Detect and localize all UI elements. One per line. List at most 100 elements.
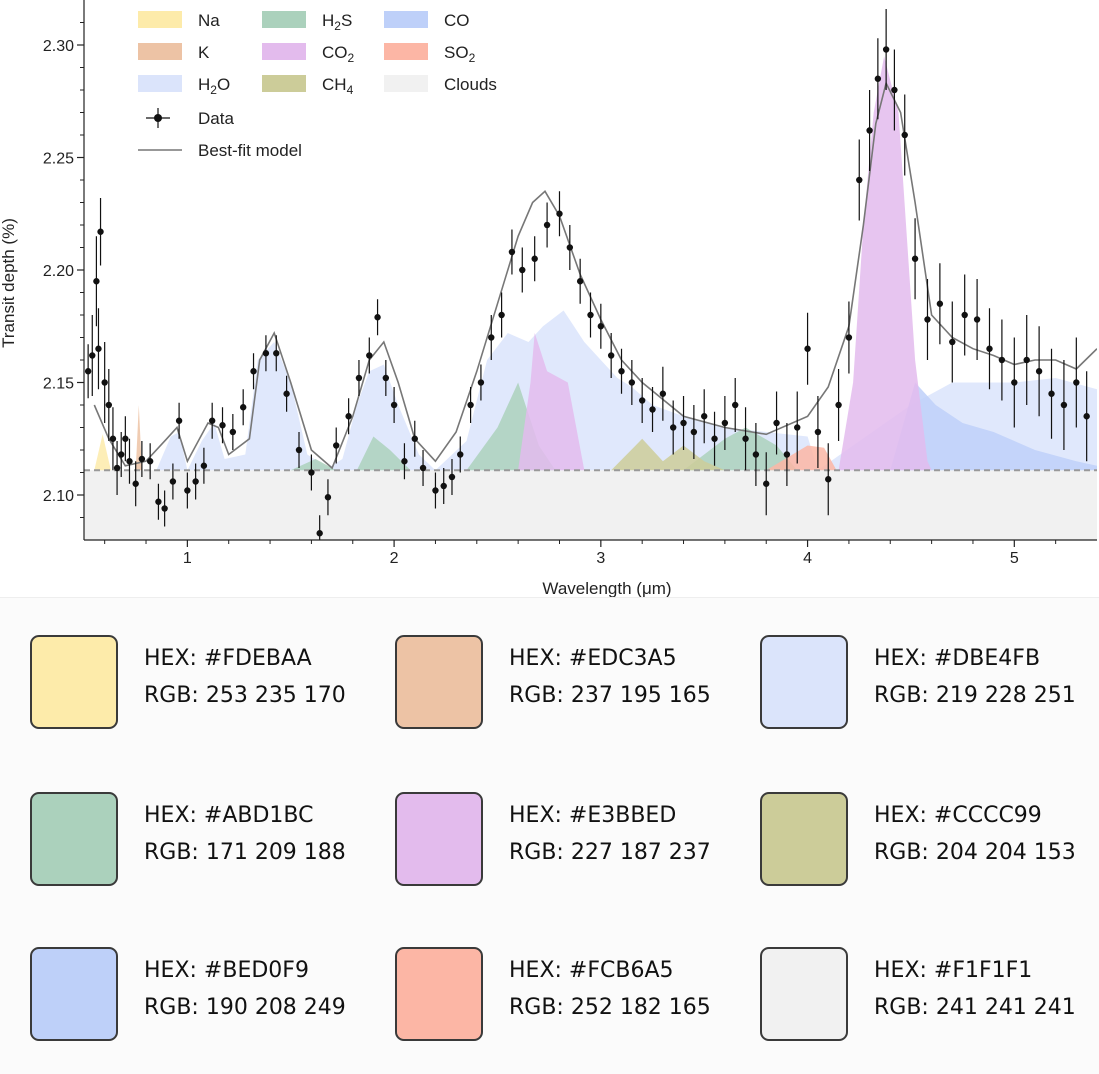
data-point (316, 515, 323, 540)
hex-value: HEX: #CCCC99 (874, 803, 1042, 828)
color-swatch (30, 635, 118, 729)
data-point (295, 432, 303, 468)
best-fit-model-line (93, 80, 1097, 470)
data-point (566, 225, 574, 270)
hex-value: HEX: #ABD1BC (144, 803, 314, 828)
data-point (891, 49, 898, 131)
data-point (924, 279, 931, 360)
data-point (467, 387, 474, 423)
data-point (597, 303, 605, 349)
legend-swatch (138, 11, 182, 28)
color-swatch-card: HEX: #CCCC99 RGB: 204 204 153 (730, 782, 1095, 892)
x-tick-label: 4 (803, 550, 812, 567)
y-tick-label: 2.30 (43, 38, 74, 55)
data-point (856, 139, 863, 221)
data-point (184, 472, 191, 509)
data-point (669, 400, 677, 455)
data-point (835, 369, 842, 441)
data-point (324, 479, 332, 516)
color-swatch-card: HEX: #DBE4FB RGB: 219 228 251 (730, 625, 1095, 735)
legend-label: SO2 (444, 43, 476, 65)
color-swatch (760, 947, 848, 1041)
data-point (680, 396, 687, 450)
data-point (448, 459, 456, 495)
data-point (607, 333, 615, 378)
legend: Na H2S CO K CO2 SO2 H2O CH4 Clouds Data Best-fit m… (138, 11, 497, 160)
legend-label: CH4 (322, 75, 354, 97)
component-na-area (94, 434, 111, 471)
legend-label: Data (198, 109, 234, 128)
data-point (122, 416, 129, 462)
data-point (95, 308, 102, 390)
y-axis-label: Transit depth (%) (0, 218, 18, 348)
data-point (208, 402, 216, 439)
color-swatch-card: HEX: #ABD1BC RGB: 171 209 188 (0, 782, 365, 892)
data-point (659, 366, 667, 421)
legend-swatch (384, 75, 428, 92)
clouds-area (84, 470, 1097, 540)
data-point (440, 468, 447, 504)
component-so2-area (766, 445, 837, 471)
data-point (333, 427, 340, 464)
data-point (1011, 337, 1018, 428)
data-point (882, 9, 890, 90)
rgb-value: RGB: 227 187 237 (509, 840, 711, 865)
data-point (711, 411, 718, 466)
data-point (508, 229, 516, 275)
rgb-value: RGB: 237 195 165 (509, 683, 711, 708)
data-point (118, 432, 125, 477)
data-point (1023, 315, 1030, 405)
data-point (1083, 371, 1090, 462)
data-point (732, 378, 739, 432)
legend-swatch (384, 11, 428, 28)
data-point (109, 407, 117, 471)
data-point (973, 279, 981, 360)
data-point (219, 407, 226, 444)
data-point (949, 301, 956, 383)
data-point (628, 360, 636, 405)
hex-value: HEX: #FDEBAA (144, 646, 312, 671)
data-point (105, 369, 113, 441)
hex-value: HEX: #FCB6A5 (509, 958, 674, 983)
legend-label: K (198, 43, 210, 62)
color-swatch-card: HEX: #EDC3A5 RGB: 237 195 165 (365, 625, 730, 735)
data-point (355, 360, 363, 396)
data-point (721, 396, 729, 450)
data-point (998, 319, 1006, 401)
data-point (874, 38, 882, 120)
y-tick-label: 2.15 (43, 376, 74, 393)
data-point (113, 441, 121, 495)
data-point (690, 405, 698, 459)
hex-value: HEX: #E3BBED (509, 803, 677, 828)
data-point (239, 389, 247, 426)
legend-label: CO (444, 11, 470, 30)
color-swatch-card: HEX: #FDEBAA RGB: 253 235 170 (0, 625, 365, 735)
data-point (97, 198, 104, 266)
hex-value: HEX: #DBE4FB (874, 646, 1041, 671)
rgb-value: RGB: 171 209 188 (144, 840, 346, 865)
data-point (488, 315, 495, 360)
legend-label: Best-fit model (198, 141, 302, 160)
data-point (825, 443, 832, 516)
legend-swatch (262, 43, 306, 60)
data-point (155, 483, 162, 520)
y-tick-label: 2.10 (43, 488, 74, 505)
color-swatch-card: HEX: #FCB6A5 RGB: 252 182 165 (365, 937, 730, 1047)
data-point (752, 423, 760, 486)
data-point (911, 218, 919, 300)
data-point (543, 202, 551, 248)
x-tick-label: 3 (596, 550, 605, 567)
x-tick-label: 2 (390, 550, 399, 567)
component-ch4-area (611, 438, 725, 471)
plot-area (84, 9, 1097, 540)
data-point (273, 335, 280, 372)
data-point (804, 312, 811, 385)
data-point (587, 292, 594, 338)
data-point (126, 438, 133, 484)
color-swatch (30, 792, 118, 886)
y-tick-label: 2.25 (43, 151, 74, 168)
data-point (845, 301, 853, 374)
color-swatch (30, 947, 118, 1041)
data-point (374, 299, 381, 336)
data-point (531, 236, 538, 282)
